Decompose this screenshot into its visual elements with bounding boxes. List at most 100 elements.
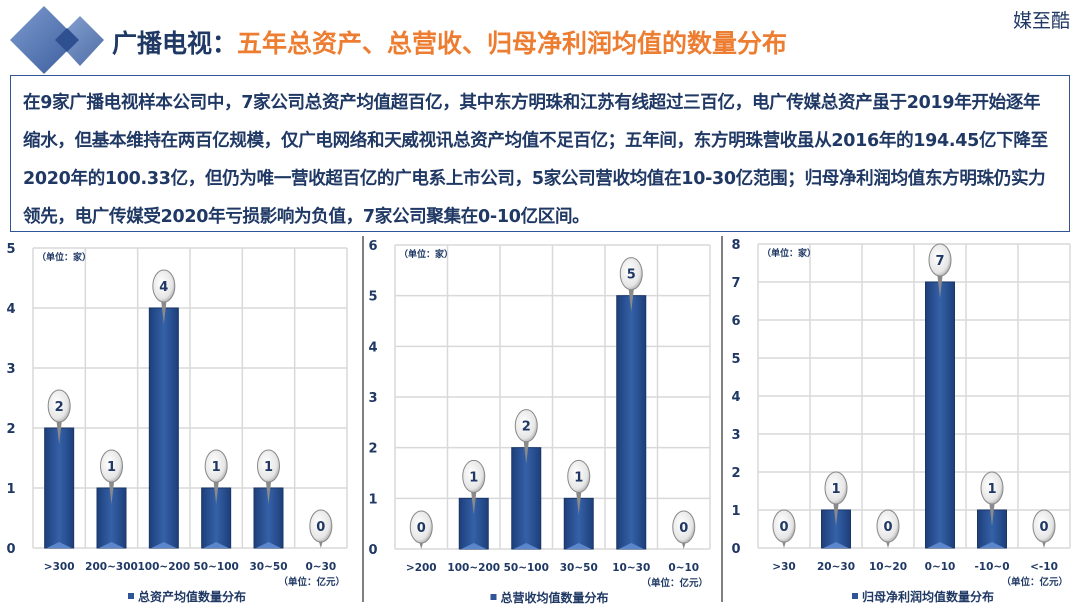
page-title: 广播电视：五年总资产、总营收、归母净利润均值的数量分布 xyxy=(112,24,787,60)
callout-bubble xyxy=(980,471,1004,505)
callout-pointer xyxy=(937,272,943,298)
bar-highlight xyxy=(927,542,953,548)
callout-pointer xyxy=(575,488,582,515)
x-unit-label: （单位：亿元） xyxy=(278,576,345,588)
y-unit-label: （单位：家） xyxy=(37,251,91,263)
data-label: 1 xyxy=(831,482,840,497)
chart-net-profit: 0 1 2 3 4 5 6 7 8 （单位：家） 0 >30 1 20~30 0 10~20 7 0~10 1 -10… xyxy=(720,232,1080,607)
legend-label: 总营收均值数量分布 xyxy=(501,590,609,605)
callout-bubble xyxy=(257,449,280,483)
callout-bubble xyxy=(409,510,433,544)
x-unit-label: （单位：亿元） xyxy=(1001,576,1068,588)
callout-bubble xyxy=(824,471,848,505)
callout-bubble xyxy=(309,509,333,543)
x-tick-label: 10~20 xyxy=(869,561,907,573)
y-tick-label: 1 xyxy=(6,482,15,497)
x-tick-label: 10~30 xyxy=(612,562,650,574)
bar xyxy=(148,307,179,549)
legend-swatch xyxy=(852,593,858,599)
data-label: 2 xyxy=(55,400,64,415)
y-tick-label: 1 xyxy=(731,504,740,519)
x-tick-label: 50~100 xyxy=(504,562,549,574)
bar-highlight xyxy=(46,542,72,548)
data-label: 1 xyxy=(212,460,221,475)
callout-pointer xyxy=(833,500,839,526)
callout-pointer xyxy=(56,418,63,444)
data-label: 7 xyxy=(935,254,944,269)
y-tick-label: 8 xyxy=(731,238,740,253)
data-label: 1 xyxy=(574,470,583,485)
title-prefix: 广播电视： xyxy=(112,29,238,58)
callout-bubble xyxy=(928,243,952,277)
y-tick-label: 3 xyxy=(6,362,15,377)
x-tick-label: 200~300 xyxy=(85,561,138,573)
y-tick-label: 0 xyxy=(731,542,740,557)
x-tick-label: 30~50 xyxy=(560,562,598,574)
y-tick-label: 2 xyxy=(6,422,15,437)
x-tick-label: -10~0 xyxy=(974,561,1009,573)
data-label: 0 xyxy=(316,520,325,535)
x-tick-label: 30~50 xyxy=(249,561,287,573)
data-label: 0 xyxy=(1039,520,1048,535)
bar xyxy=(511,447,542,550)
x-unit-label: （单位：亿元） xyxy=(641,577,708,589)
y-tick-label: 0 xyxy=(6,542,15,557)
diamond-logo-icon xyxy=(10,6,104,74)
y-unit-label: （单位：家） xyxy=(399,248,453,260)
chart-total-assets: 0 1 2 3 4 5 （单位：家） 2 >300 1 200~300 4 100~200 1 50~100… xyxy=(0,232,360,607)
callout-bubble xyxy=(152,269,176,303)
bar-highlight xyxy=(203,542,229,548)
data-label: 0 xyxy=(883,520,892,535)
callout-bubble xyxy=(672,510,696,544)
y-tick-label: 5 xyxy=(6,242,15,257)
y-tick-label: 7 xyxy=(731,276,740,291)
y-tick-label: 3 xyxy=(731,428,740,443)
bar-highlight xyxy=(99,542,124,548)
y-tick-label: 5 xyxy=(731,352,740,367)
y-tick-label: 3 xyxy=(368,391,377,406)
x-tick-label: 100~200 xyxy=(138,561,191,573)
chart-total-revenue: 0 1 2 3 4 5 6 （单位：家） 0 >200 1 100~200 2 50~100 1 30~50 5… xyxy=(360,232,720,607)
data-label: 0 xyxy=(779,520,788,535)
callout-pointer xyxy=(523,437,530,464)
y-tick-label: 5 xyxy=(368,290,377,305)
bar-highlight xyxy=(618,543,644,549)
bar-highlight xyxy=(823,542,849,548)
callout-pointer xyxy=(160,298,167,324)
data-label: 1 xyxy=(264,460,273,475)
callout-pointer xyxy=(989,500,995,526)
callout-pointer xyxy=(628,285,635,312)
x-tick-label: >300 xyxy=(44,561,75,573)
callout-bubble xyxy=(462,459,486,493)
x-tick-label: 100~200 xyxy=(447,562,500,574)
legend-swatch xyxy=(490,594,497,600)
callout-bubble xyxy=(47,389,71,423)
legend-label: 总资产均值数量分布 xyxy=(138,589,246,604)
y-tick-label: 2 xyxy=(368,442,377,457)
data-label: 1 xyxy=(987,482,996,497)
callout-bubble xyxy=(876,509,900,543)
data-label: 4 xyxy=(159,280,168,295)
y-tick-label: 2 xyxy=(731,466,740,481)
data-label: 0 xyxy=(417,521,426,536)
callout-bubble xyxy=(1032,509,1056,543)
y-tick-label: 4 xyxy=(731,390,740,405)
callout-bubble xyxy=(514,409,538,443)
data-label: 5 xyxy=(627,268,636,283)
divider xyxy=(721,236,723,602)
y-unit-label: （单位：家） xyxy=(762,247,816,259)
y-tick-label: 1 xyxy=(368,492,377,507)
data-label: 1 xyxy=(107,460,116,475)
divider xyxy=(362,236,364,602)
x-tick-label: 0~10 xyxy=(668,562,699,574)
x-tick-label: <-10 xyxy=(1030,561,1058,573)
bar-highlight xyxy=(151,542,177,548)
x-tick-label: >30 xyxy=(772,561,795,573)
callout-bubble xyxy=(772,509,796,543)
x-tick-label: >200 xyxy=(406,562,437,574)
title-main: 五年总资产、总营收、归母净利润均值的数量分布 xyxy=(237,29,788,58)
bar xyxy=(616,295,647,550)
y-tick-label: 6 xyxy=(368,239,377,254)
data-label: 1 xyxy=(469,470,478,485)
callout-pointer xyxy=(265,478,272,504)
